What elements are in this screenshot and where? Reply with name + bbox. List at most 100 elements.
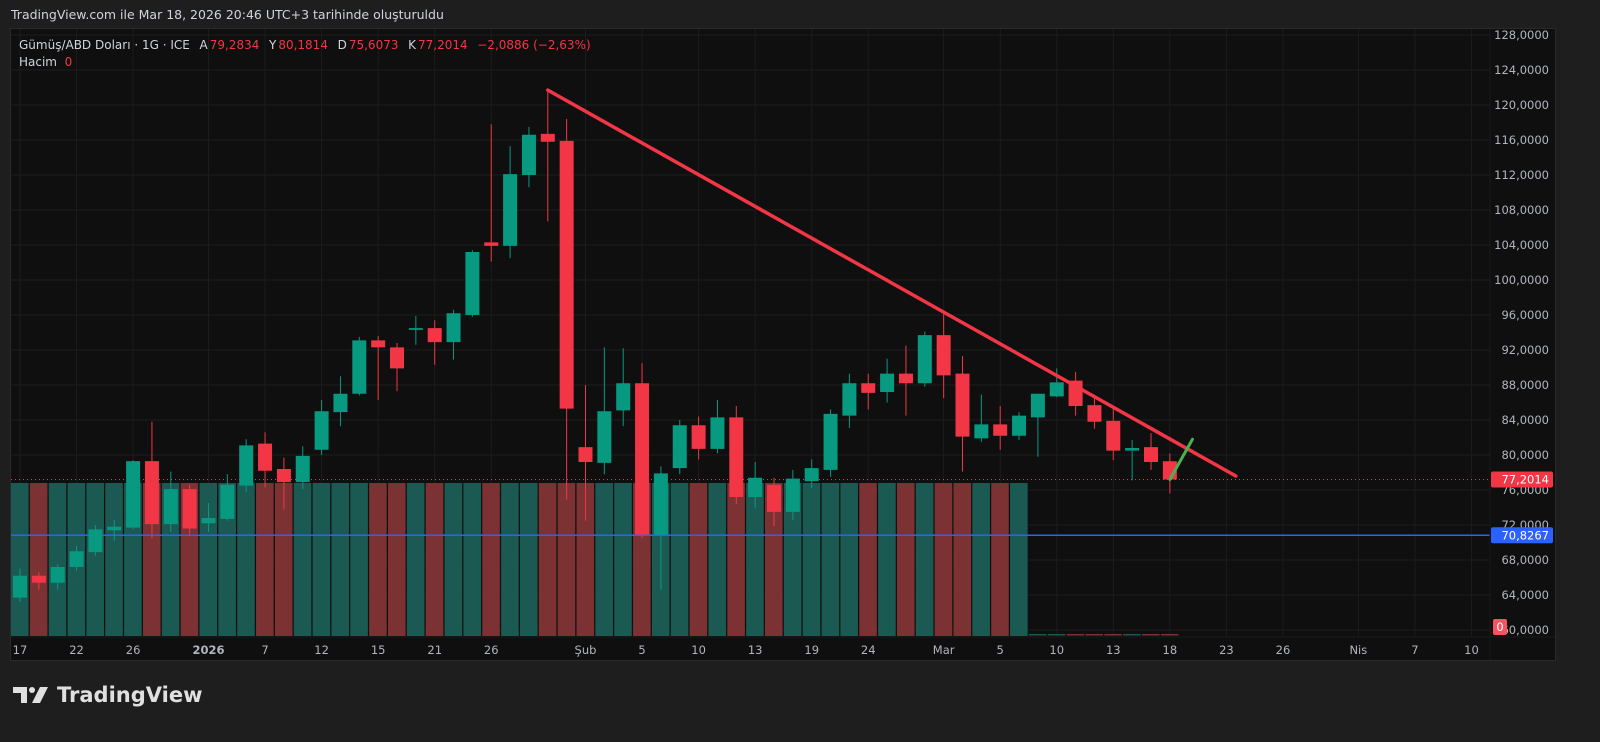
volume-bar: [1047, 634, 1066, 636]
price-tick-label: 100,0000: [1494, 273, 1549, 287]
time-tick-label: 26: [1276, 643, 1291, 657]
volume-bar: [350, 483, 368, 636]
time-tick-label: 5: [997, 643, 1004, 657]
candle-body: [314, 411, 329, 450]
time-tick-label: 10: [1049, 643, 1064, 657]
volume-bar: [29, 483, 48, 636]
time-tick-label: 13: [1106, 643, 1121, 657]
open-value: 79,2834: [209, 38, 260, 52]
candle-body: [672, 425, 687, 469]
volume-bar: [1028, 634, 1047, 636]
candle-body: [276, 469, 291, 483]
volume-label: Hacim: [19, 55, 57, 69]
volume-bar: [48, 483, 67, 636]
volume-bar: [840, 483, 858, 636]
volume-bar: [256, 483, 274, 636]
candle-body: [201, 518, 216, 524]
volume-bar: [369, 483, 387, 636]
volume-bar: [708, 483, 727, 636]
volume-bar: [689, 483, 708, 636]
time-tick-label: Mar: [933, 643, 955, 657]
volume-legend: Hacim 0: [19, 55, 72, 69]
price-tick-label: 68,0000: [1501, 553, 1549, 567]
time-tick-label: 19: [804, 643, 819, 657]
symbol-name[interactable]: Gümüş/ABD Doları · 1G · ICE: [19, 38, 190, 52]
candle-body: [861, 383, 876, 393]
time-tick-label: 7: [261, 643, 268, 657]
time-tick-label: Şub: [575, 643, 597, 657]
candle-body: [521, 134, 536, 175]
price-tick-label: 80,0000: [1501, 448, 1549, 462]
time-tick-label: 17: [13, 643, 28, 657]
candles: [13, 90, 1177, 602]
volume-bars: [11, 483, 1179, 636]
volume-bar: [312, 483, 331, 636]
candle-body: [503, 174, 518, 246]
volume-bar: [1085, 634, 1104, 636]
volume-bar: [501, 483, 519, 636]
candle-body: [1049, 382, 1064, 397]
close-value: 77,2014: [417, 38, 468, 52]
high-label: Y: [268, 38, 277, 52]
candle-body: [1087, 405, 1102, 422]
volume-badge: 0: [1496, 620, 1503, 634]
candle-body: [955, 373, 970, 437]
last-price-badge-bg: [1491, 471, 1553, 488]
volume-bar: [670, 483, 689, 636]
candle-body: [823, 413, 838, 470]
price-tick-label: 128,0000: [1494, 28, 1549, 42]
candle-body: [446, 313, 461, 343]
price-tick-label: 64,0000: [1501, 588, 1549, 602]
brand-name: TradingView: [57, 683, 203, 707]
low-value: 75,6073: [348, 38, 399, 52]
candle-body: [163, 489, 178, 525]
volume-bar: [105, 483, 123, 636]
candle-body: [936, 335, 951, 376]
price-tick-label: 60,0000: [1501, 623, 1549, 637]
tradingview-logo-icon: [13, 687, 48, 703]
volume-bar: [802, 483, 821, 636]
volume-bar: [538, 483, 557, 636]
price-tick-label: 92,0000: [1501, 343, 1549, 357]
price-tick-label: 116,0000: [1494, 133, 1549, 147]
symbol-legend: Gümüş/ABD Doları · 1G · ICE A 79,2834 Y 80…: [19, 38, 593, 52]
candle-body: [390, 347, 404, 369]
tradingview-logo[interactable]: TradingView: [13, 683, 202, 707]
time-tick-label: 23: [1219, 643, 1234, 657]
low-label: D: [337, 38, 347, 52]
candle-body: [842, 383, 857, 416]
volume-bar: [1142, 634, 1160, 636]
candle-body: [107, 526, 122, 531]
volume-bar: [953, 483, 972, 636]
volume-bar: [878, 483, 896, 636]
time-tick-label: 21: [427, 643, 442, 657]
candle-body: [465, 252, 480, 315]
time-tick-label: 22: [69, 643, 84, 657]
price-tick-label: 88,0000: [1501, 378, 1549, 392]
candle-body: [540, 133, 555, 142]
candle-body: [295, 455, 310, 483]
candle-body: [559, 140, 574, 409]
volume-bar: [859, 483, 877, 636]
candle-body: [69, 551, 84, 567]
volume-bar: [821, 483, 840, 636]
volume-bar: [218, 483, 236, 636]
change-value: −2,0886 (−2,63%): [477, 38, 591, 52]
green-trend-segment: [1168, 437, 1194, 481]
last-price-badge: 77,2014: [1501, 472, 1549, 486]
candle-body: [144, 461, 159, 525]
candle-body: [126, 461, 141, 528]
volume-bar: [746, 483, 764, 636]
price-axis: 128,0000 124,0000 120,0000 116,0000 112,0000…: [1489, 28, 1553, 660]
volume-bar: [1010, 483, 1028, 636]
volume-bar: [86, 483, 104, 636]
time-tick-label: 7: [1411, 643, 1418, 657]
candle-body: [974, 424, 989, 439]
volume-bar: [482, 483, 500, 636]
volume-bar: [595, 483, 613, 636]
open-label: A: [199, 38, 208, 52]
volume-bar: [1160, 634, 1179, 636]
candle-body: [691, 425, 706, 449]
volume-bar: [463, 483, 481, 636]
